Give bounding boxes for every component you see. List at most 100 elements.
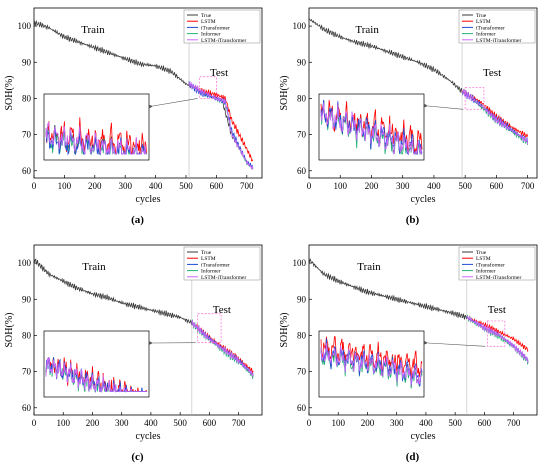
inset-series-line-lstm-itransformer	[45, 357, 147, 394]
zoom-arrow-head	[149, 341, 153, 345]
x-tick-label: 700	[232, 418, 246, 428]
train-region-label: Train	[355, 24, 379, 36]
y-tick-label: 100	[18, 21, 32, 31]
inset-series-line-lstm-itransformer	[320, 343, 423, 386]
x-tick-label: 500	[179, 181, 193, 191]
x-tick-label: 200	[361, 418, 375, 428]
panel-caption-a: (a)	[131, 214, 144, 226]
x-tick-label: 0	[307, 418, 312, 428]
y-tick-label: 100	[293, 21, 307, 31]
y-tick-label: 60	[297, 166, 307, 176]
x-tick-label: 300	[118, 181, 132, 191]
test-region-label: Test	[213, 304, 231, 316]
y-tick-label: 90	[22, 57, 32, 67]
x-tick-label: 400	[144, 418, 158, 428]
legend-label-informer: Informer	[476, 268, 496, 275]
chart-panel-a: 0 100 200 300 400 500 600 700 60 70 80 90 100 cycles S…	[0, 0, 275, 237]
y-tick-label: 90	[297, 294, 307, 304]
legend-label-true: True	[476, 250, 487, 256]
chart-svg-c: 0 100 200 300 400 500 600 700 60 70 80 90 100 cycles S…	[4, 244, 263, 442]
y-axis-label: SOH(%)	[4, 76, 15, 111]
y-tick-label: 100	[18, 258, 32, 268]
y-tick-label: 70	[22, 130, 32, 140]
test-region-label: Test	[483, 67, 501, 79]
y-tick-label: 100	[293, 258, 307, 268]
zoom-arrow-head	[149, 104, 153, 109]
zoom-arrow-line	[427, 342, 486, 347]
zoom-arrow-head	[424, 103, 428, 108]
legend-label-lstm: LSTM	[476, 19, 491, 25]
series-line-lstm-itransformer	[466, 315, 529, 363]
zoom-region-box	[199, 76, 217, 99]
test-region-label: Test	[210, 67, 228, 79]
x-tick-label: 700	[521, 181, 535, 191]
x-tick-label: 600	[478, 418, 492, 428]
y-tick-label: 80	[22, 330, 32, 340]
legend-label-true: True	[201, 13, 212, 19]
chart-svg-b: 0 100 200 300 400 500 600 700 60 70 80 90 100 cycles S…	[279, 7, 538, 205]
x-tick-label: 700	[507, 418, 521, 428]
x-tick-label: 100	[58, 181, 72, 191]
panel-caption-b: (b)	[405, 214, 420, 226]
legend-label-itransformer: iTransformer	[476, 24, 505, 31]
x-tick-label: 300	[396, 181, 410, 191]
x-tick-label: 200	[88, 181, 102, 191]
zoom-arrow-line	[427, 105, 464, 110]
legend-label-itransformer: iTransformer	[476, 261, 505, 268]
panel-caption-d: (d)	[405, 451, 420, 463]
x-tick-label: 600	[490, 181, 504, 191]
x-tick-label: 500	[173, 418, 187, 428]
y-tick-label: 90	[22, 294, 32, 304]
y-axis-label: SOH(%)	[279, 76, 290, 111]
x-tick-label: 200	[86, 418, 100, 428]
x-tick-label: 100	[333, 181, 347, 191]
legend-label-lstm-itransformer: LSTM-iTransformer	[201, 274, 246, 281]
x-tick-label: 500	[458, 181, 472, 191]
zoom-region-box	[486, 320, 506, 347]
y-tick-label: 80	[22, 93, 32, 103]
x-axis-label: cycles	[411, 431, 436, 442]
x-tick-label: 400	[427, 181, 441, 191]
plot-frame	[33, 244, 263, 416]
inset-frame	[318, 93, 425, 161]
test-region-label: Test	[488, 304, 506, 316]
legend-label-lstm-itransformer: LSTM-iTransformer	[476, 274, 521, 281]
legend-label-lstm: LSTM	[476, 256, 491, 262]
legend-label-itransformer: iTransformer	[201, 261, 230, 268]
legend-label-lstm-itransformer: LSTM-iTransformer	[476, 37, 521, 44]
chart-panel-d: 0 100 200 300 400 500 600 700 60 70 80 90 100 cycles S…	[275, 237, 550, 474]
x-tick-label: 300	[115, 418, 129, 428]
x-axis-label: cycles	[136, 431, 161, 442]
inset-series-line-lstm	[320, 336, 423, 385]
inset-series-line-lstm-itransformer	[320, 102, 422, 155]
series-line-lstm-itransformer	[191, 320, 254, 377]
legend-label-lstm: LSTM	[201, 256, 216, 262]
x-tick-label: 0	[307, 181, 312, 191]
x-tick-label: 0	[32, 418, 37, 428]
train-region-label: Train	[357, 261, 381, 273]
y-axis-label: SOH(%)	[279, 313, 290, 348]
chart-svg-a: 0 100 200 300 400 500 600 700 60 70 80 90 100 cycles S…	[4, 7, 263, 205]
legend-label-informer: Informer	[201, 268, 221, 275]
chart-panel-c: 0 100 200 300 400 500 600 700 60 70 80 90 100 cycles S…	[0, 237, 275, 474]
x-tick-label: 300	[390, 418, 404, 428]
x-axis-label: cycles	[411, 194, 436, 205]
legend-label-true: True	[201, 250, 212, 256]
x-tick-label: 100	[56, 418, 70, 428]
legend-label-true: True	[476, 13, 487, 19]
zoom-arrow-head	[424, 341, 428, 345]
series-line-lstm-itransformer	[461, 89, 528, 145]
y-tick-label: 70	[297, 367, 307, 377]
x-tick-label: 500	[448, 418, 462, 428]
zoom-arrow-line	[152, 98, 198, 107]
zoom-region-box	[197, 313, 222, 344]
chart-panel-b: 0 100 200 300 400 500 600 700 60 70 80 90 100 cycles S…	[275, 0, 550, 237]
inset-series-line-lstm-itransformer	[45, 121, 147, 155]
y-tick-label: 60	[22, 403, 32, 413]
plot-frame	[308, 244, 538, 416]
y-tick-label: 90	[297, 57, 307, 67]
legend-label-lstm-itransformer: LSTM-iTransformer	[201, 37, 246, 44]
x-tick-label: 600	[210, 181, 224, 191]
legend-label-informer: Informer	[201, 31, 221, 38]
